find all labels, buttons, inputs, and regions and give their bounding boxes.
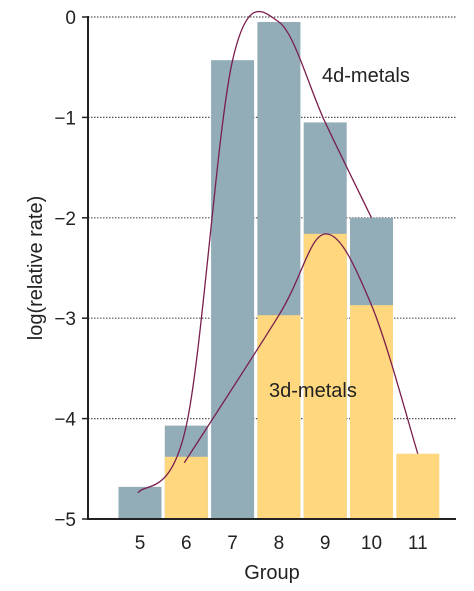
y-tick-label: −4 [54, 410, 76, 431]
curve-4d-metals [137, 10, 373, 494]
labels: Group log(relative rate) 4d-metals 3d-me… [25, 65, 410, 584]
x-tick-label: 10 [361, 533, 382, 554]
bar-3d-metals-8 [257, 315, 301, 519]
x-axis-label: Group [244, 562, 300, 584]
x-tick-label: 11 [408, 533, 428, 554]
bar-4d-metals-7 [211, 60, 255, 520]
bars [118, 22, 440, 520]
y-axis-label: log(relative rate) [25, 196, 47, 341]
x-tick-label: 8 [274, 533, 285, 554]
bar-3d-metals-11 [396, 453, 440, 519]
bar-3d-metals-10 [350, 305, 393, 519]
x-tick-label: 5 [135, 533, 146, 554]
y-tick-label: −1 [54, 108, 76, 129]
bar-3d-metals-6 [164, 456, 208, 519]
axes: 0 −1 −2 −3 −4 −5 5 6 7 8 9 10 11 [54, 8, 456, 554]
bar-3d-metals-9 [303, 233, 347, 519]
x-tick-label: 6 [181, 533, 192, 554]
x-tick-label: 7 [227, 533, 238, 554]
series-label-4d-metals: 4d-metals [322, 65, 410, 87]
bar-4d-metals-5 [118, 486, 162, 519]
y-tick-label: −2 [54, 209, 76, 230]
x-tick-label: 9 [320, 533, 331, 554]
trend-curves [137, 10, 419, 494]
curve-3d-metals [183, 233, 419, 464]
series-label-3d-metals: 3d-metals [269, 380, 357, 402]
y-tick-label: −5 [54, 510, 76, 531]
y-tick-label: 0 [65, 8, 76, 29]
y-tick-label: −3 [54, 309, 76, 330]
